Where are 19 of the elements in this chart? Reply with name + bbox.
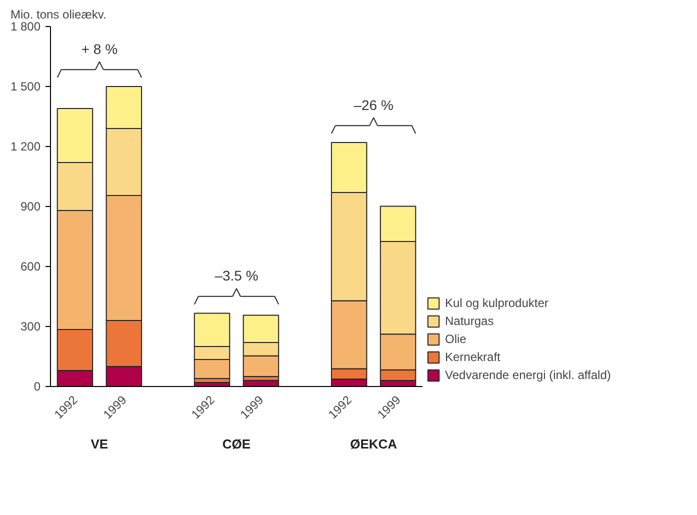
legend-label: Kul og kulprodukter — [445, 296, 548, 310]
legend-label: Olie — [445, 332, 466, 346]
y-tick-label: 1 200 — [10, 140, 41, 154]
text: VE — [90, 436, 108, 452]
y-tick-label: 600 — [20, 260, 41, 274]
annotation: –3.5 % — [214, 268, 258, 284]
y-tick-label: 1 800 — [10, 20, 41, 34]
legend-label: Vedvarende energi (inkl. affald) — [445, 368, 611, 382]
y-tick-label: 1 500 — [10, 80, 41, 94]
y-tick-label: 900 — [20, 200, 41, 214]
y-tick-label: 300 — [20, 320, 41, 334]
text: CØE — [222, 436, 251, 452]
y-axis-title: Mio. tons olieækv. — [10, 8, 106, 22]
annotation: –26 % — [354, 96, 394, 113]
annotation: + 8 % — [81, 40, 118, 57]
y-tick-label: 0 — [34, 380, 41, 394]
legend-label: Kernekraft — [445, 350, 500, 364]
text: ØEKCA — [350, 436, 398, 452]
legend-label: Naturgas — [445, 314, 494, 328]
